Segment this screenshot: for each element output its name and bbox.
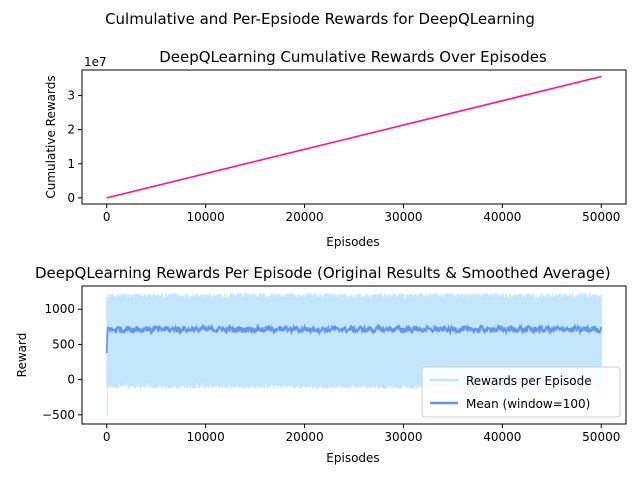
mean-window-100-line: [105, 322, 603, 353]
bottom-chart-y-tick-label: −500: [42, 408, 75, 422]
legend: Rewards per Episode Mean (window=100): [421, 366, 621, 418]
top-chart-offset-text: 1e7: [84, 55, 107, 69]
top-chart-ylabel: Cumulative Rewards: [44, 75, 58, 198]
top-chart-x-ticks: 0 10000 20000 30000 40000 50000: [103, 204, 620, 224]
bottom-chart-ylabel: Reward: [15, 333, 29, 378]
top-chart-xlabel: Episodes: [326, 235, 379, 249]
bottom-chart-x-ticks: 0 10000 20000 30000 40000 50000: [103, 424, 620, 444]
bottom-chart-y-tick-label: 0: [67, 373, 75, 387]
top-chart-x-tick-label: 30000: [384, 210, 422, 224]
top-chart-y-tick-label: 0: [67, 191, 75, 205]
top-chart-x-tick-label: 20000: [285, 210, 323, 224]
top-chart-y-tick-label: 2: [67, 123, 75, 137]
top-chart-x-tick-label: 50000: [582, 210, 620, 224]
top-chart-x-tick-label: 0: [103, 210, 111, 224]
bottom-chart-x-tick-label: 20000: [285, 430, 323, 444]
bottom-chart-y-ticks: −500 0 500 1000: [42, 302, 82, 422]
bottom-chart-x-tick-label: 50000: [582, 430, 620, 444]
top-chart-frame: [81, 69, 627, 205]
legend-label-mean: Mean (window=100): [466, 397, 590, 411]
bottom-chart-x-tick-label: 10000: [187, 430, 225, 444]
top-chart-y-tick-label: 1: [67, 157, 75, 171]
legend-box: [421, 366, 621, 418]
top-chart-y-ticks: 0 1 2 3: [67, 89, 82, 205]
cumulative-rewards-line: [106, 75, 602, 199]
bottom-chart-series: [105, 293, 603, 416]
bottom-chart: DeepQLearning Rewards Per Episode (Origi…: [15, 264, 627, 465]
bottom-chart-x-tick-label: 0: [103, 430, 111, 444]
legend-label-rewards: Rewards per Episode: [466, 374, 592, 388]
top-chart-x-tick-label: 10000: [187, 210, 225, 224]
suptitle: Culmulative and Per-Epsiode Rewards for …: [105, 10, 535, 28]
rewards-per-episode-line: [106, 293, 602, 416]
bottom-chart-title: DeepQLearning Rewards Per Episode (Origi…: [35, 264, 611, 282]
bottom-chart-y-tick-label: 500: [52, 337, 75, 351]
top-chart-y-tick-label: 3: [67, 89, 75, 103]
top-chart: DeepQLearning Cumulative Rewards Over Ep…: [44, 48, 627, 249]
top-chart-x-tick-label: 40000: [483, 210, 521, 224]
bottom-chart-x-tick-label: 30000: [384, 430, 422, 444]
top-chart-title: DeepQLearning Cumulative Rewards Over Ep…: [159, 48, 547, 66]
bottom-chart-frame: [81, 285, 627, 425]
top-chart-series: [106, 75, 602, 199]
bottom-chart-y-tick-label: 1000: [44, 302, 75, 316]
bottom-chart-x-tick-label: 40000: [483, 430, 521, 444]
bottom-chart-xlabel: Episodes: [326, 451, 379, 465]
